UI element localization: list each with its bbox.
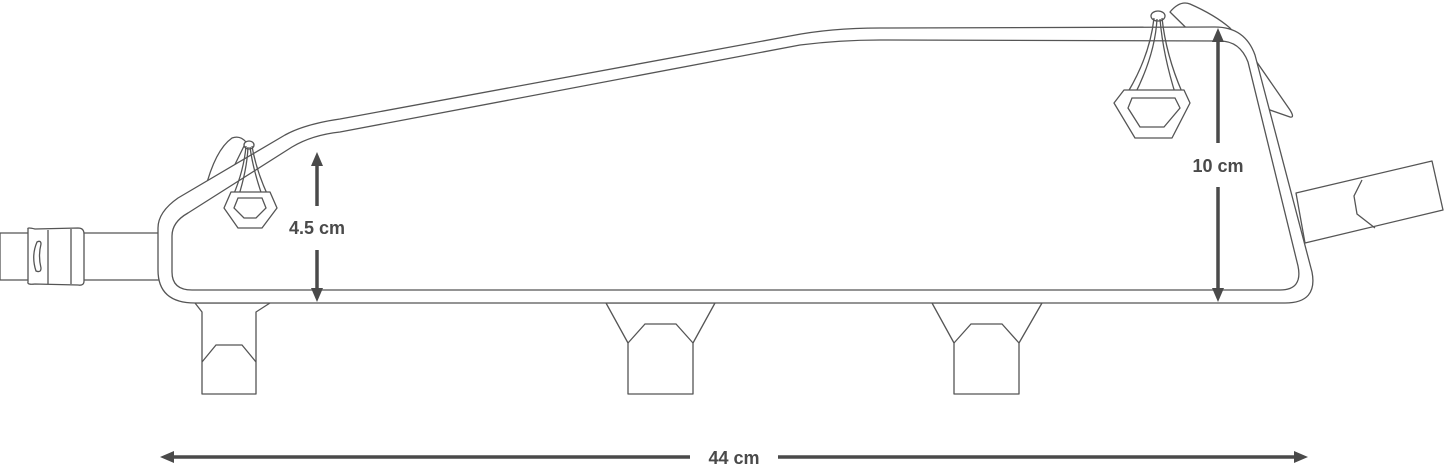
front-zipper-pull[interactable] bbox=[223, 140, 278, 229]
strap-foot-2 bbox=[605, 302, 716, 395]
strap-foot-3 bbox=[931, 302, 1043, 395]
length-dimension: 44 cm bbox=[160, 448, 1308, 468]
front-height-dimension: 4.5 cm bbox=[289, 152, 345, 302]
front-height-label: 4.5 cm bbox=[289, 218, 345, 238]
rear-height-label: 10 cm bbox=[1192, 156, 1243, 176]
rear-strap bbox=[1295, 160, 1444, 244]
rear-zipper-pull[interactable] bbox=[1113, 10, 1191, 139]
length-label: 44 cm bbox=[708, 448, 759, 468]
buckle bbox=[27, 227, 85, 286]
front-strap bbox=[0, 227, 163, 286]
rear-height-dimension: 10 cm bbox=[1192, 28, 1244, 302]
bag-outer-outline bbox=[157, 26, 1314, 304]
bag-inner-seam bbox=[171, 39, 1300, 291]
strap-foot-1 bbox=[194, 302, 271, 395]
